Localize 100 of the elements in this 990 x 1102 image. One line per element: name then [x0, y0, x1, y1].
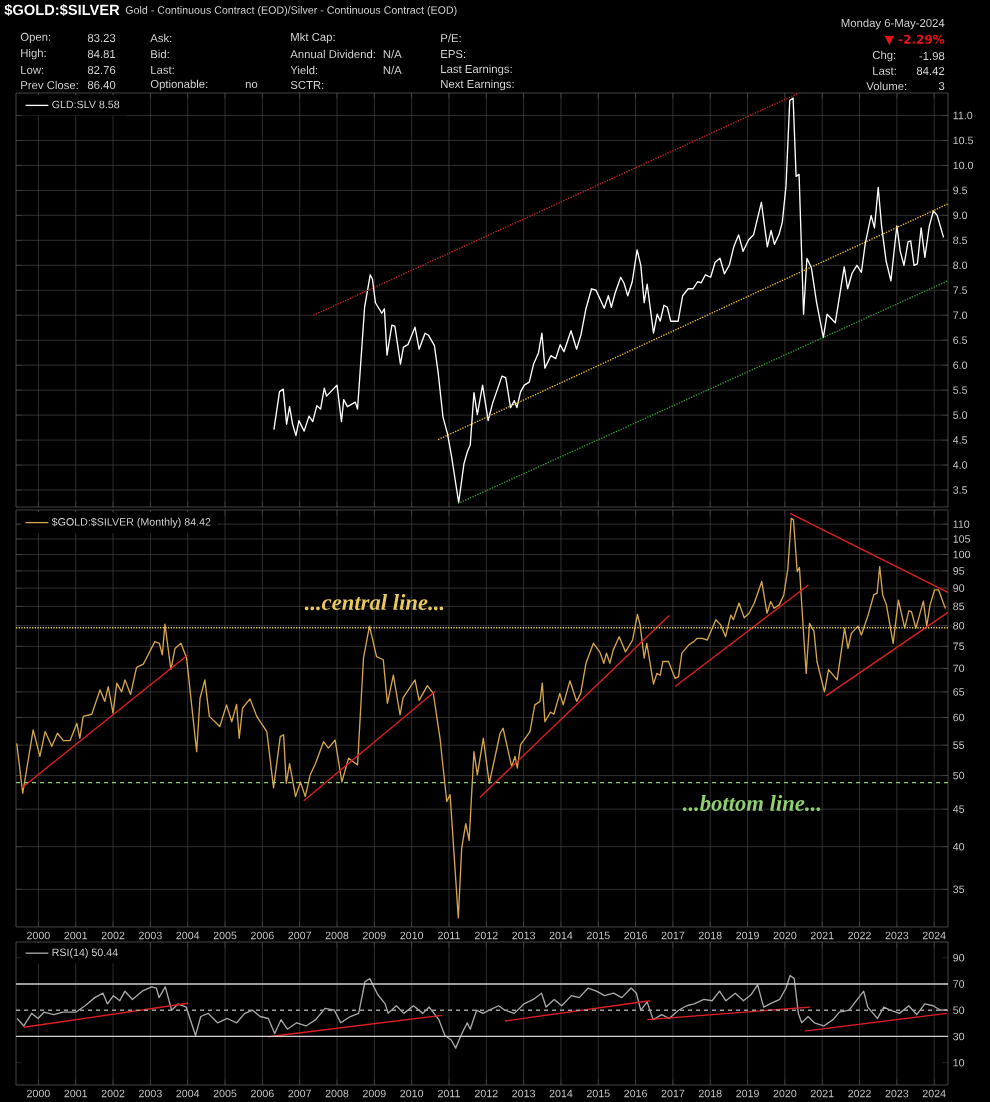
x-tick-label: 2010 — [400, 931, 424, 940]
legend-label: GLD:SLV 8.58 — [52, 100, 120, 109]
text: Last: — [151, 66, 174, 74]
text: Last Earnings: — [441, 64, 512, 76]
x-tick-label: 2020 — [773, 931, 797, 940]
x-tick-label: 2004 — [176, 1089, 200, 1098]
text: 3 — [938, 81, 945, 90]
x-tick-label: 2010 — [400, 1089, 424, 1098]
x-tick-label: 2022 — [848, 931, 871, 940]
y-tick-label: 35 — [953, 885, 965, 894]
text: N/A — [383, 65, 402, 75]
line-series — [16, 974, 948, 1049]
x-tick-label: 2021 — [810, 1089, 834, 1098]
text: Next Earnings: — [441, 79, 514, 91]
y-tick-label: 6.5 — [953, 336, 968, 344]
y-tick-label: 8.5 — [953, 236, 968, 245]
y-tick-label: 6.0 — [953, 361, 968, 369]
x-tick-label: 2019 — [736, 1089, 759, 1098]
y-tick-label: 100 — [953, 550, 971, 559]
y-tick-label: 40 — [952, 842, 965, 851]
x-tick-label: 2011 — [438, 931, 460, 940]
y-tick-label: 5.5 — [953, 386, 968, 394]
x-tick-label: 2024 — [922, 1089, 946, 1098]
y-tick-label: 95 — [953, 567, 965, 575]
ref-line-label: ...bottom line... — [682, 794, 821, 811]
text: Optionable: — [150, 79, 208, 91]
x-tick-label: 2013 — [512, 1089, 536, 1098]
y-tick-label: 3.5 — [953, 486, 968, 494]
x-tick-label: 2012 — [474, 931, 498, 940]
y-tick-label: 75 — [953, 642, 965, 651]
x-tick-label: 2000 — [27, 931, 50, 940]
text: no — [245, 81, 258, 89]
x-tick-label: 2006 — [251, 931, 274, 940]
x-tick-label: 2012 — [474, 1089, 498, 1098]
x-tick-label: 2019 — [736, 931, 759, 940]
y-tick-label: 7.5 — [953, 286, 968, 294]
text: P/E: — [441, 33, 461, 43]
x-tick-label: 2001 — [64, 931, 88, 940]
x-tick-label: 2017 — [661, 931, 685, 940]
x-tick-label: 2016 — [624, 1089, 647, 1098]
y-tick-label: 65 — [953, 688, 965, 696]
text: Prev Close: — [21, 80, 78, 90]
text: Ask: — [150, 33, 172, 43]
y-tick-label: 11.0 — [953, 111, 973, 120]
y-tick-label: 70 — [953, 980, 965, 988]
x-tick-label: 2021 — [810, 931, 834, 940]
legend-label: RSI(14) 50.44 — [52, 948, 118, 959]
text: Volume: — [866, 81, 907, 91]
x-tick-label: 2013 — [512, 931, 536, 940]
text: SCTR: — [290, 80, 324, 89]
x-tick-label: 2006 — [251, 1089, 274, 1098]
y-tick-label: 50 — [953, 1006, 965, 1014]
x-tick-label: 2018 — [698, 931, 722, 940]
y-tick-label: 110 — [953, 520, 970, 528]
text: 84.81 — [87, 49, 116, 58]
x-tick-label: 2000 — [27, 1089, 50, 1098]
text: Yield: — [290, 65, 318, 75]
text: 83.23 — [87, 33, 116, 42]
x-tick-label: 2015 — [586, 1089, 610, 1098]
y-tick-label: 50 — [953, 771, 965, 780]
x-tick-label: 2024 — [922, 931, 946, 940]
y-tick-label: 105 — [953, 535, 971, 543]
x-tick-label: 2007 — [288, 1089, 311, 1098]
text: N/A — [383, 49, 402, 59]
x-tick-label: 2008 — [325, 931, 349, 940]
x-tick-label: 2003 — [139, 931, 162, 940]
text: Last: — [873, 67, 896, 75]
text: Mkt Cap: — [291, 32, 335, 44]
y-tick-label: 9.0 — [953, 211, 968, 220]
y-tick-label: 85 — [953, 602, 965, 611]
y-tick-label: 10.5 — [953, 136, 974, 145]
x-tick-label: 2008 — [325, 1089, 349, 1098]
y-tick-label: 55 — [953, 741, 965, 749]
y-tick-label: 7.0 — [953, 311, 968, 319]
legend-label: $GOLD:$SILVER (Monthly) 84.42 — [51, 517, 211, 528]
x-tick-label: 2011 — [438, 1089, 460, 1098]
text: 82.76 — [87, 65, 116, 74]
text: Low: — [21, 66, 44, 74]
chart-subtitle: Gold - Continuous Contract (EOD)/Silver - Continuous Contract (EOD) — [125, 6, 457, 16]
x-tick-label: 2017 — [661, 1089, 685, 1098]
y-tick-label: 80 — [953, 621, 965, 630]
y-tick-label: 8.0 — [953, 261, 968, 270]
x-tick-label: 2004 — [176, 931, 200, 940]
y-tick-label: 9.5 — [953, 186, 968, 195]
x-tick-label: 2007 — [288, 931, 311, 940]
y-tick-label: 10 — [953, 1058, 965, 1067]
y-tick-label: 10.0 — [953, 161, 974, 170]
x-tick-label: 2005 — [213, 1089, 237, 1098]
x-tick-label: 2003 — [139, 1089, 162, 1098]
y-tick-label: 90 — [953, 584, 965, 592]
y-tick-label: 4.0 — [952, 461, 968, 469]
y-tick-label: 45 — [952, 805, 965, 813]
y-tick-label: 30 — [953, 1032, 965, 1041]
y-tick-label: 5.0 — [953, 411, 968, 419]
text: Monday 6-May-2024 — [841, 18, 945, 30]
y-tick-label: 70 — [953, 664, 965, 673]
x-tick-label: 2015 — [586, 931, 610, 940]
x-tick-label: 2020 — [773, 1089, 797, 1098]
text: -1.98 — [919, 51, 945, 60]
y-tick-label: 90 — [953, 953, 965, 962]
